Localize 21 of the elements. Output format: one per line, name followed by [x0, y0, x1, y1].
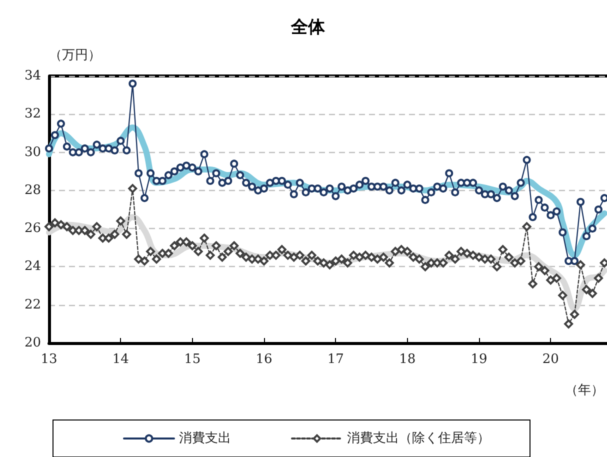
x-tick-label: 16: [256, 352, 272, 367]
x-tick-label: 20: [542, 352, 559, 367]
y-tick-label: 28: [24, 182, 41, 198]
x-tick-label: 14: [112, 352, 129, 367]
legend-label: 消費支出: [179, 431, 231, 446]
y-axis-title: （万円）: [49, 48, 101, 63]
y-tick-label: 22: [24, 297, 41, 312]
chart-title: 全体: [290, 18, 326, 38]
y-tick-label: 34: [24, 68, 41, 84]
y-tick-label: 24: [24, 259, 41, 274]
x-tick-label: 19: [470, 352, 488, 367]
x-tick-label: 17: [327, 352, 344, 367]
y-tick-label: 32: [24, 106, 41, 122]
y-tick-label: 20: [24, 336, 41, 350]
legend-label: 消費支出（除く住居等）: [347, 431, 490, 446]
x-tick-label: 18: [399, 352, 416, 367]
x-axis-title: （年）: [565, 383, 604, 398]
x-tick-label: 13: [40, 352, 58, 367]
y-tick-label: 30: [24, 144, 41, 160]
y-tick-label: 26: [24, 221, 41, 236]
x-tick-label: 15: [184, 352, 201, 367]
